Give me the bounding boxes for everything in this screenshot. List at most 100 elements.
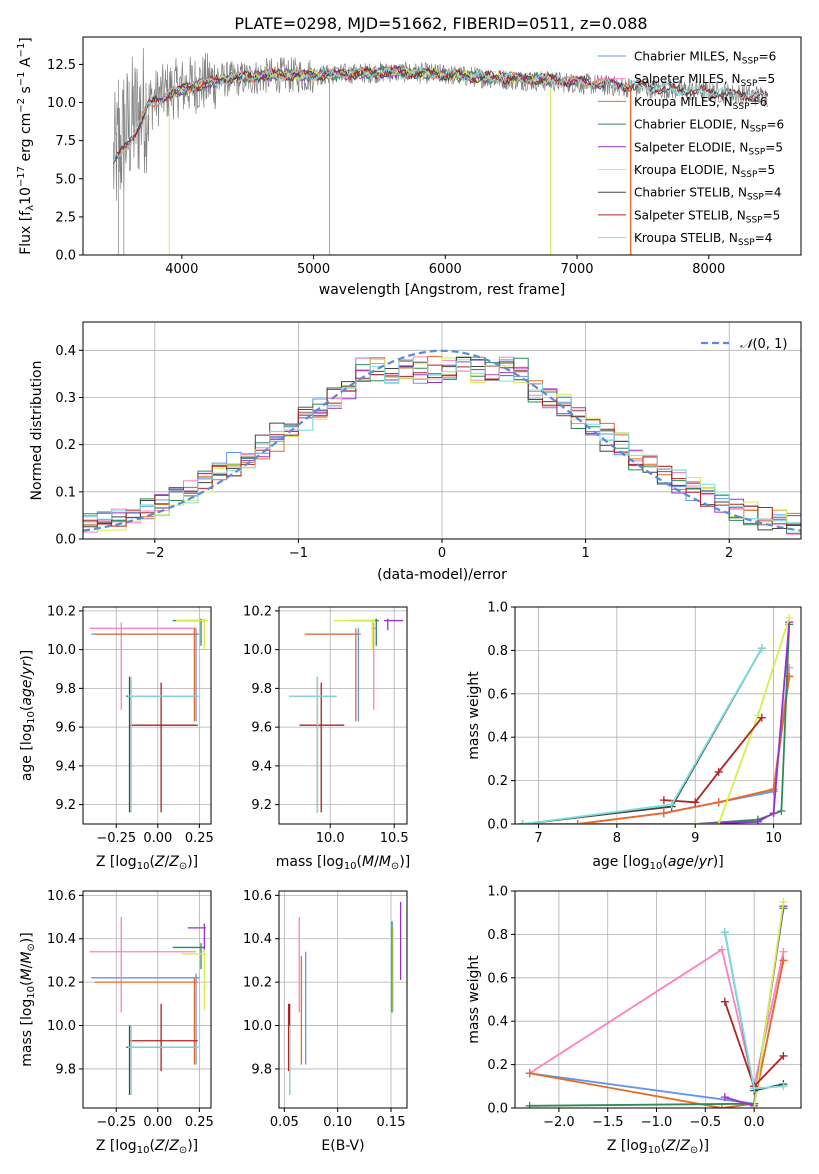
x-tick-label: 10.0 [316, 831, 345, 846]
x-tick-label: 0.0 [744, 1115, 765, 1130]
residuals-y-label: Normed distribution [29, 361, 45, 501]
y-tick-label: 0.2 [55, 438, 76, 453]
legend-label: Kroupa ELODIE, NSSP=5 [634, 163, 775, 180]
y-tick-label: 0.0 [487, 1102, 508, 1117]
x-tick-label: −2.0 [543, 1115, 575, 1130]
y-tick-label: 10.6 [243, 889, 272, 904]
residuals-x-label: (data-model)/error [377, 567, 507, 583]
x-tick-label: 0.05 [270, 1115, 299, 1130]
y-tick-label: 2.5 [55, 210, 76, 225]
error-bar-point [172, 943, 205, 970]
mass-weight-marker [777, 806, 786, 815]
mass_vs_ebv-x-label: E(B-V) [321, 1138, 364, 1154]
x-tick-label: 2 [725, 546, 733, 561]
y-tick-label: 9.4 [55, 759, 76, 774]
legend-label: Chabrier MILES, NSSP=6 [634, 50, 776, 67]
mass-weight-marker [779, 897, 788, 906]
spectrum-frame: 4000 5000 6000 7000 8000 0.0 2.5 5.0 7.5 10.0 12.5 [47, 36, 802, 277]
y-tick-label: 10.4 [243, 932, 272, 947]
mass_weight_vs_age-frame: 7 8 9 10 0.0 0.2 0.4 0.6 0.8 1.0 [487, 601, 802, 846]
error-bar-point [126, 676, 198, 813]
error-bar-point [126, 1025, 198, 1095]
y-tick-label: 0.0 [487, 818, 508, 833]
spectrum-model-line [112, 65, 768, 163]
error-bar-point [289, 676, 337, 813]
mass-weight-marker [720, 997, 729, 1006]
mass-weight-marker [714, 820, 723, 824]
legend-label: Salpeter ELODIE, NSSP=5 [634, 140, 783, 157]
y-tick-label: 9.8 [251, 1062, 272, 1077]
y-tick-label: 5.0 [55, 172, 76, 187]
x-tick-label: −1 [289, 546, 308, 561]
y-tick-label: 0.4 [487, 1015, 508, 1030]
x-tick-label: −1.0 [641, 1115, 673, 1130]
mass-weight-marker [573, 820, 582, 824]
x-tick-label: −2 [145, 546, 164, 561]
mass-weight-marker [714, 798, 723, 807]
x-tick-label: 7 [534, 831, 542, 846]
mass_weight_vs_age-y-label: mass weight [466, 671, 482, 760]
mass-weight-line [529, 960, 785, 1108]
mass_vs_Z-axes [83, 891, 211, 1108]
mass-weight-marker [750, 1104, 759, 1108]
age_vs_Z-x-label: Z [log10(Z/Z⊙)] [96, 854, 198, 872]
mass_weight_vs_age-x-label: age [log10(age/yr)] [592, 854, 723, 872]
axes-frame [278, 606, 408, 825]
error-bar-point [289, 676, 337, 813]
mass-weight-marker [714, 767, 723, 776]
mass-weight-marker [753, 817, 762, 824]
mass-weight-marker [667, 800, 676, 809]
x-tick-label: 0.15 [377, 1115, 406, 1130]
mass-weight-marker [779, 956, 788, 965]
y-tick-label: 10.0 [47, 643, 76, 658]
y-tick-label: 0.1 [55, 485, 76, 500]
x-tick-label: −0.25 [96, 1115, 136, 1130]
mass-weight-marker [525, 1069, 534, 1078]
error-bar-point [91, 973, 200, 1065]
axes-frame [514, 890, 802, 1109]
y-tick-label: 9.2 [55, 798, 76, 813]
spectrum-x-label: wavelength [Angstrom, rest frame] [319, 282, 565, 298]
y-tick-label: 10.0 [47, 96, 76, 111]
x-tick-label: 5000 [297, 262, 330, 277]
mass-weight-line [522, 624, 791, 824]
x-tick-label: 6000 [429, 262, 462, 277]
y-tick-label: 0.8 [487, 644, 508, 659]
axes-frame [514, 606, 802, 825]
error-bar-point [176, 618, 208, 650]
mass_vs_ebv-plot-area [287, 901, 402, 1095]
mass-weight-marker [750, 1084, 759, 1093]
age_vs_Z-frame: −0.25 0.00 0.25 9.2 9.4 9.6 9.8 10.0 10.2 [47, 604, 214, 846]
mass-weight-marker [779, 1082, 788, 1091]
mass_vs_Z-frame: −0.25 0.00 0.25 9.8 10.0 10.2 10.4 10.6 [47, 889, 214, 1130]
axes-frame [82, 36, 802, 256]
error-bar-point [94, 628, 198, 722]
error-bar-point [89, 917, 197, 1013]
y-tick-label: 10.0 [243, 643, 272, 658]
y-tick-label: 9.8 [55, 682, 76, 697]
age_vs_mass-x-label: mass [log10(M/M⊙)] [276, 854, 411, 872]
age_vs_Z-plot-area [89, 618, 208, 813]
mass-weight-line [522, 647, 763, 824]
y-tick-label: 0.2 [487, 1058, 508, 1073]
y-tick-label: 10.6 [47, 889, 76, 904]
mass_weight_vs_Z-axes [515, 890, 801, 1109]
error-bar-point [187, 923, 207, 954]
x-tick-label: −0.25 [96, 831, 136, 846]
y-tick-label: 0.8 [487, 928, 508, 943]
mass-weight-line [753, 901, 785, 1108]
y-tick-label: 10.2 [243, 976, 272, 991]
mass-weight-marker [659, 809, 668, 818]
error-bar-point [383, 618, 404, 631]
x-tick-label: 10.5 [380, 831, 409, 846]
legend-label: Kroupa STELIB, NSSP=4 [634, 231, 772, 248]
error-bar-point [94, 977, 198, 1065]
residuals-axes [83, 322, 801, 540]
spectrum-legend: Chabrier MILES, NSSP=6 Salpeter MILES, NS… [598, 50, 784, 248]
y-tick-label: 9.8 [251, 682, 272, 697]
age_vs_Z-y-label: age [log10(age/yr)] [19, 650, 37, 781]
y-tick-label: 0.0 [55, 533, 76, 548]
x-tick-label: 8 [613, 831, 621, 846]
